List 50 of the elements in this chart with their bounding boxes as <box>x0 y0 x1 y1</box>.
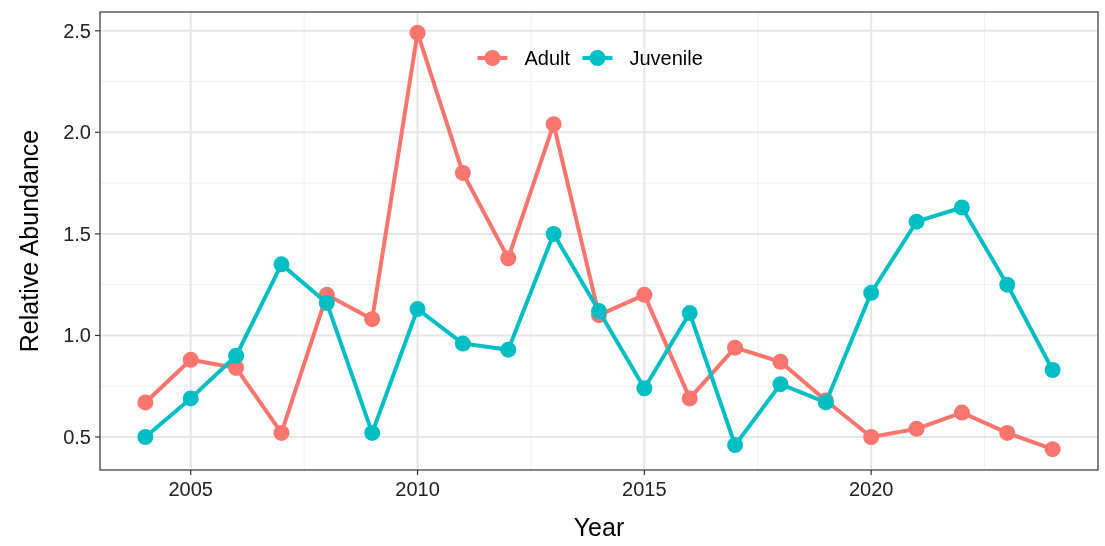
x-tick-label: 2015 <box>622 478 667 500</box>
point <box>727 339 744 356</box>
y-tick-label: 2.0 <box>63 121 91 144</box>
y-tick-label: 2.5 <box>63 19 91 42</box>
point <box>137 394 154 411</box>
point <box>137 429 154 445</box>
point <box>908 420 925 437</box>
y-tick-label: 0.5 <box>63 426 91 448</box>
point <box>908 213 925 230</box>
point <box>999 276 1016 293</box>
legend-label: Adult <box>524 47 571 69</box>
point <box>545 225 562 242</box>
legend-label: Juvenile <box>629 47 703 69</box>
point <box>409 24 426 41</box>
point <box>863 284 880 301</box>
y-tick-label: 1.0 <box>63 324 91 347</box>
point <box>273 256 290 273</box>
point <box>318 294 335 311</box>
point <box>364 311 381 328</box>
point <box>500 250 517 267</box>
point <box>681 390 698 407</box>
point <box>681 305 698 322</box>
point <box>409 301 426 318</box>
x-tick-label: 2005 <box>168 478 213 500</box>
point <box>953 404 970 421</box>
point <box>273 424 290 441</box>
point <box>228 347 245 364</box>
point <box>545 116 562 133</box>
point <box>591 303 607 320</box>
point <box>454 164 471 181</box>
point <box>182 390 199 407</box>
point <box>727 437 744 454</box>
x-tick-label: 2010 <box>395 478 440 500</box>
point <box>863 429 880 445</box>
point <box>182 351 199 368</box>
y-tick-label: 1.5 <box>63 222 91 245</box>
point <box>364 424 381 441</box>
point <box>953 199 970 216</box>
point <box>1044 361 1061 378</box>
point <box>454 335 471 352</box>
x-tick-label: 2020 <box>848 478 894 500</box>
point <box>999 424 1016 441</box>
point <box>636 286 653 303</box>
point <box>1044 441 1061 458</box>
y-axis-title: Relative Abundance <box>15 129 43 353</box>
x-axis-title: Year <box>573 513 625 541</box>
point <box>772 376 789 393</box>
point <box>772 353 789 370</box>
point <box>636 380 653 397</box>
point <box>500 341 517 358</box>
